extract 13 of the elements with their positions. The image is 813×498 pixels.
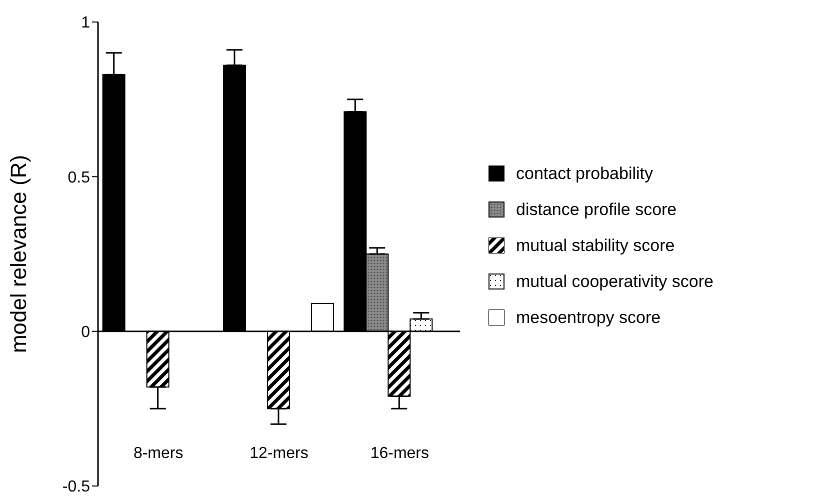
y-tick-label: -0.5 bbox=[62, 478, 90, 496]
legend-label: mutual cooperativity score bbox=[516, 272, 714, 292]
x-tick-label: 16-mers bbox=[370, 445, 430, 462]
y-tick-label: 0.5 bbox=[68, 169, 90, 186]
x-tick-label: 12-mers bbox=[250, 445, 308, 462]
y-axis-title: model relevance (R) bbox=[6, 154, 31, 354]
y-tick-label: 0 bbox=[81, 324, 90, 342]
legend-label: contact probability bbox=[516, 164, 654, 184]
legend-label: distance profile score bbox=[516, 200, 677, 220]
legend-label: mutual stability score bbox=[516, 236, 675, 256]
y-tick-label: 1 bbox=[81, 14, 90, 32]
legend-label: mesoentropy score bbox=[516, 308, 661, 328]
x-tick-label: 8-mers bbox=[133, 445, 184, 462]
